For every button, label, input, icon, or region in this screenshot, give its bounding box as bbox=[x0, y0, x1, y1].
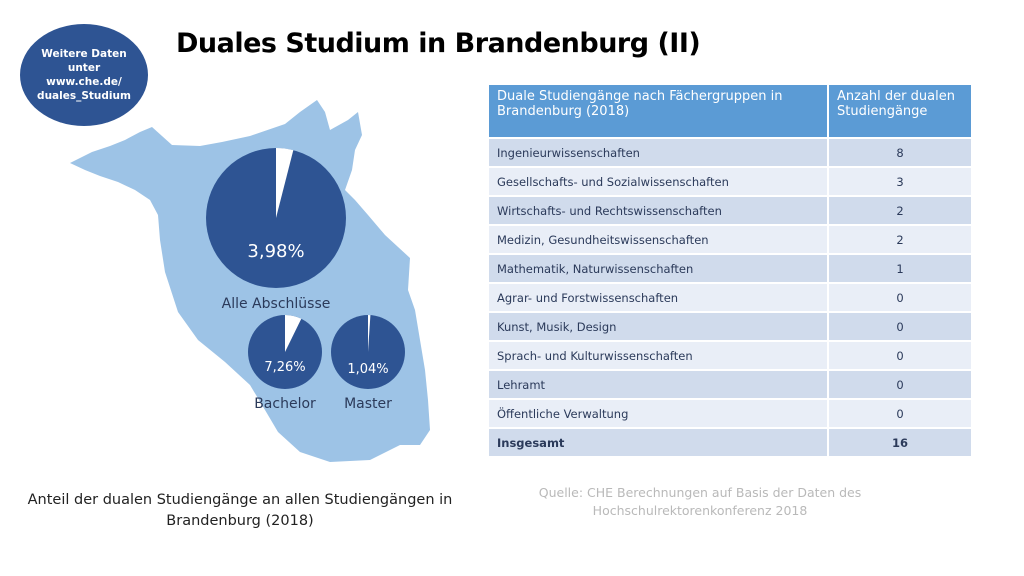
bubble-line: Weitere Daten bbox=[41, 48, 127, 60]
table-row: Sprach- und Kulturwissenschaften 0 bbox=[489, 341, 973, 371]
subject-cell: Medizin, Gesundheitswissenschaften bbox=[489, 225, 829, 255]
pie-name-label: Alle Abschlüsse bbox=[222, 296, 331, 312]
bubble-line: www.che.de/ bbox=[46, 76, 122, 88]
bubble-line: unter bbox=[67, 62, 101, 74]
pie-value-label: 3,98% bbox=[247, 241, 304, 262]
table-row: Ingenieurwissenschaften 8 bbox=[489, 138, 973, 168]
table-row: Gesellschafts- und Sozialwissenschaften 3 bbox=[489, 167, 973, 197]
table-row: Medizin, Gesundheitswissenschaften 2 bbox=[489, 225, 973, 255]
count-cell: 0 bbox=[828, 283, 973, 313]
pie-value-label: 7,26% bbox=[264, 360, 305, 375]
table-row: Kunst, Musik, Design 0 bbox=[489, 312, 973, 342]
page-title: Duales Studium in Brandenburg (II) bbox=[176, 28, 701, 59]
count-cell: 0 bbox=[828, 399, 973, 429]
count-cell: 16 bbox=[828, 428, 973, 458]
subject-cell: Öffentliche Verwaltung bbox=[489, 399, 829, 429]
count-cell: 2 bbox=[828, 196, 973, 226]
subject-table: Duale Studiengänge nach Fächergruppen in… bbox=[489, 85, 973, 458]
table-header-subject: Duale Studiengänge nach Fächergruppen in… bbox=[489, 85, 829, 139]
chart-caption: Anteil der dualen Studiengänge an allen … bbox=[27, 492, 453, 529]
count-cell: 2 bbox=[828, 225, 973, 255]
subject-cell: Mathematik, Naturwissenschaften bbox=[489, 254, 829, 284]
subject-cell: Gesellschafts- und Sozialwissenschaften bbox=[489, 167, 829, 197]
source-note: Quelle: CHE Berechnungen auf Basis der D… bbox=[538, 485, 862, 518]
count-cell: 1 bbox=[828, 254, 973, 284]
pie-name-label: Bachelor bbox=[254, 396, 316, 412]
table-row: Mathematik, Naturwissenschaften 1 bbox=[489, 254, 973, 284]
pie-value-label: 1,04% bbox=[347, 362, 388, 377]
subject-cell: Lehramt bbox=[489, 370, 829, 400]
subject-cell: Kunst, Musik, Design bbox=[489, 312, 829, 342]
count-cell: 3 bbox=[828, 167, 973, 197]
table-row: Wirtschafts- und Rechtswissenschaften 2 bbox=[489, 196, 973, 226]
table-header-count: Anzahl der dualen Studiengänge bbox=[828, 85, 973, 139]
subject-cell: Insgesamt bbox=[489, 428, 829, 458]
subject-cell: Ingenieurwissenschaften bbox=[489, 138, 829, 168]
subject-cell: Agrar- und Forstwissenschaften bbox=[489, 283, 829, 313]
subject-cell: Sprach- und Kulturwissenschaften bbox=[489, 341, 829, 371]
count-cell: 8 bbox=[828, 138, 973, 168]
table-row: Agrar- und Forstwissenschaften 0 bbox=[489, 283, 973, 313]
table-row: Öffentliche Verwaltung 0 bbox=[489, 399, 973, 429]
bubble-line: duales_Studium bbox=[37, 90, 131, 102]
more-data-link-bubble[interactable]: Weitere Daten unter www.che.de/ duales_S… bbox=[20, 24, 148, 126]
table-row: Insgesamt 16 bbox=[489, 428, 973, 458]
pie-0-dual-share-slice bbox=[276, 148, 294, 218]
pie-2-dual-share-slice bbox=[368, 315, 371, 352]
pie-1-dual-share-slice bbox=[285, 315, 302, 352]
count-cell: 0 bbox=[828, 341, 973, 371]
count-cell: 0 bbox=[828, 312, 973, 342]
count-cell: 0 bbox=[828, 370, 973, 400]
pie-name-label: Master bbox=[344, 396, 392, 412]
subject-cell: Wirtschafts- und Rechtswissenschaften bbox=[489, 196, 829, 226]
table-row: Lehramt 0 bbox=[489, 370, 973, 400]
